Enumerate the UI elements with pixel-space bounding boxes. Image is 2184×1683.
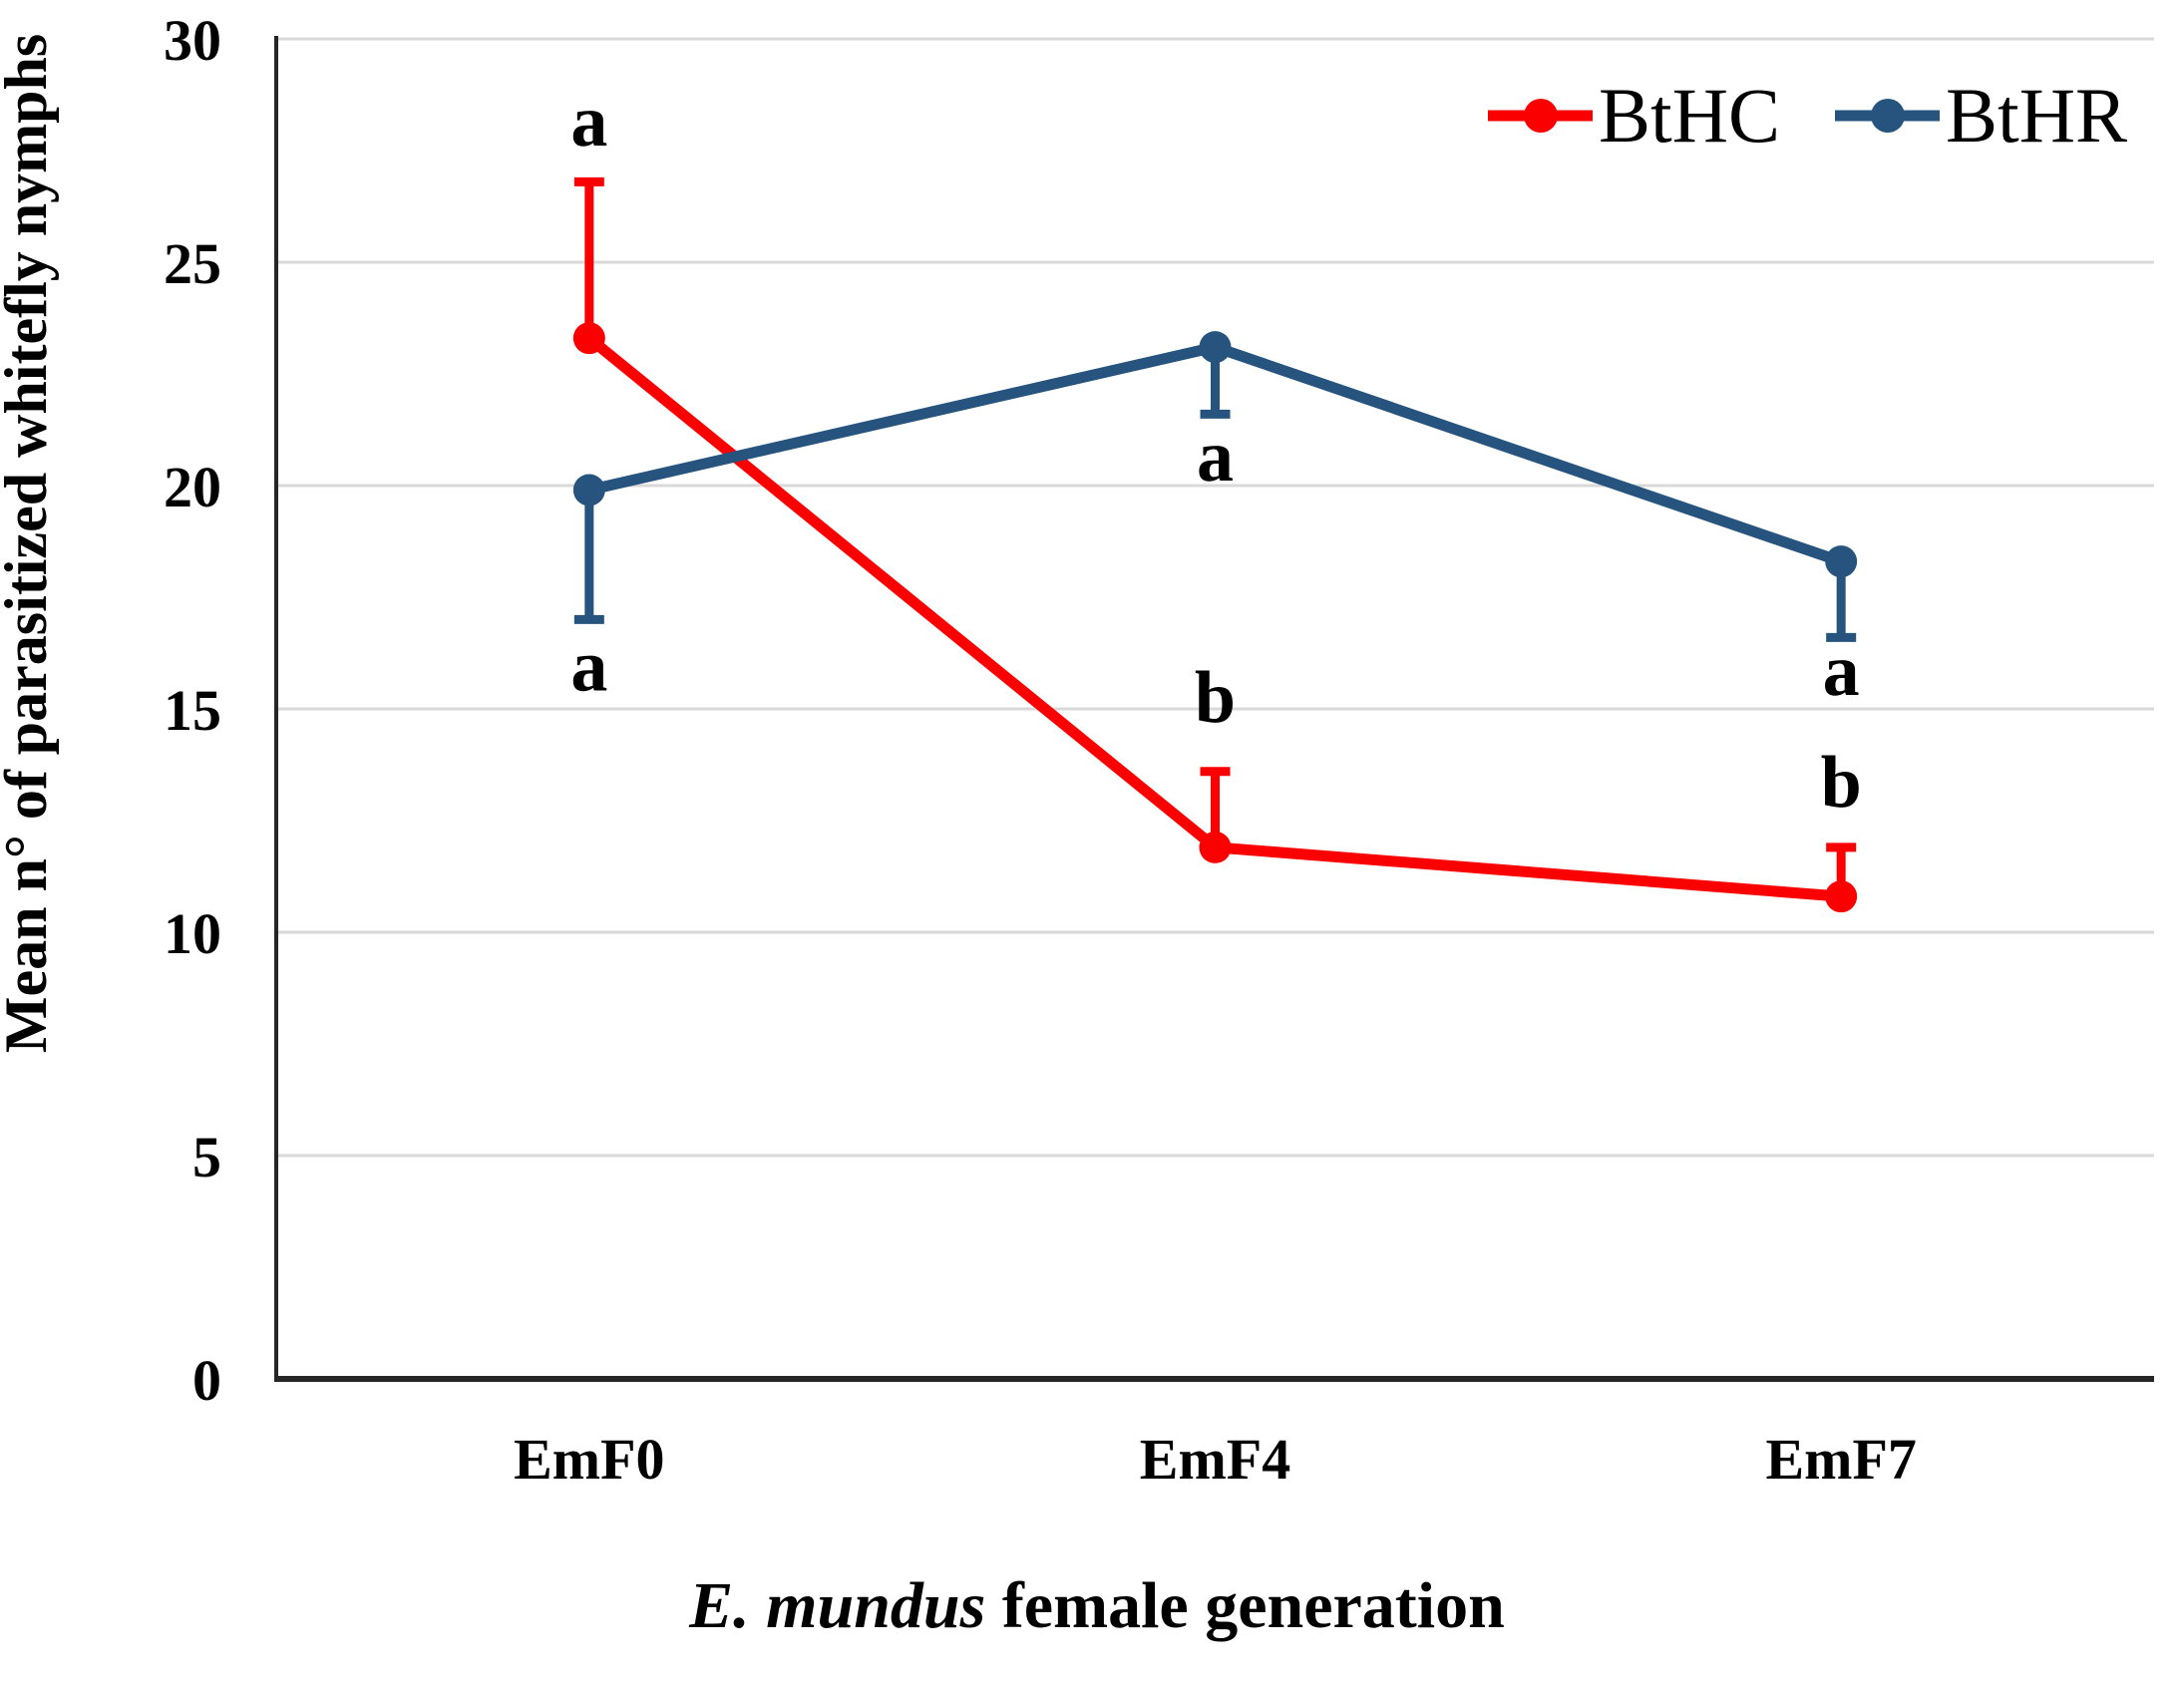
series-bthr (572, 331, 1858, 642)
x-axis-title: E. mundus female generation (688, 1569, 1505, 1642)
y-tick-label-0: 0 (192, 1348, 221, 1413)
legend-dot-bthc-icon (1524, 99, 1558, 133)
sig-letter-bthc-EmF7: b (1821, 742, 1862, 824)
x-tick-labels: EmF0 EmF4 EmF7 (514, 1427, 1917, 1492)
legend-label-bthc: BtHC (1599, 72, 1780, 159)
legend-item-bthr: BtHR (1835, 72, 2127, 159)
x-tick-label-EmF7: EmF7 (1765, 1427, 1916, 1492)
data-point-bthc-EmF0 (572, 322, 605, 355)
y-axis-title: Mean n° of parasitized whitefly nymphs (0, 34, 59, 1053)
axes (274, 36, 2154, 1382)
y-tick-labels: 0 5 10 15 20 25 30 (164, 8, 221, 1413)
sig-letter-bthr-EmF7: a (1823, 630, 1860, 712)
data-point-bthc-EmF4 (1199, 831, 1232, 863)
sig-letter-bthc-EmF4: b (1195, 657, 1236, 739)
sig-letter-bthr-EmF0: a (570, 626, 607, 708)
legend-item-bthc: BtHC (1488, 72, 1780, 159)
series-bthc (572, 176, 1858, 913)
y-tick-label-25: 25 (164, 231, 221, 296)
y-gridlines (276, 37, 2154, 1158)
data-point-bthr-EmF4 (1199, 331, 1232, 364)
x-axis-title-rest: female generation (985, 1569, 1505, 1642)
x-tick-label-EmF4: EmF4 (1140, 1427, 1290, 1492)
y-tick-label-30: 30 (164, 8, 221, 73)
sig-letter-bthr-EmF4: a (1197, 416, 1234, 498)
y-tick-label-20: 20 (164, 455, 221, 519)
data-point-bthr-EmF7 (1825, 545, 1858, 578)
x-axis-title-species: E. mundus (688, 1569, 985, 1642)
sig-letter-bthc-EmF0: a (570, 81, 607, 163)
y-tick-label-10: 10 (164, 901, 221, 966)
legend-dot-bthr-icon (1871, 99, 1905, 133)
y-tick-label-15: 15 (164, 678, 221, 743)
legend: BtHC BtHR (1488, 72, 2127, 159)
y-tick-label-5: 5 (192, 1125, 221, 1189)
x-tick-label-EmF0: EmF0 (514, 1427, 664, 1492)
data-point-bthr-EmF0 (572, 474, 605, 506)
legend-label-bthr: BtHR (1946, 72, 2127, 159)
data-point-bthc-EmF7 (1825, 880, 1858, 913)
data-series-layer (572, 176, 1858, 913)
